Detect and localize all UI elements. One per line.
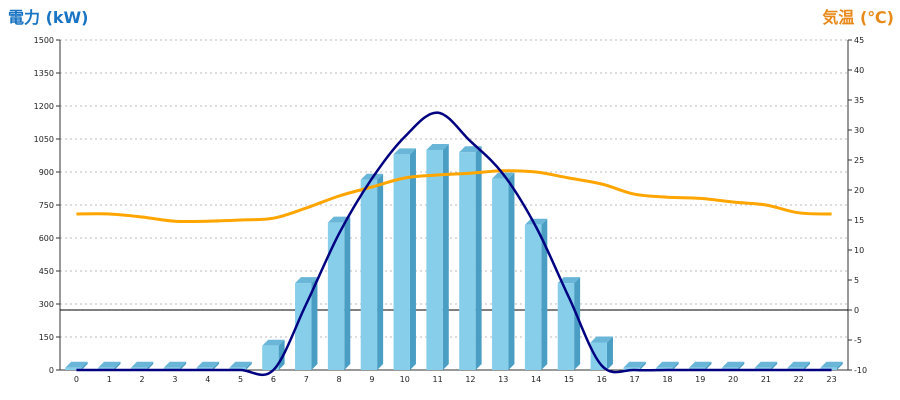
right-tick-label-5: 15 (854, 216, 864, 225)
x-tick-label-11: 11 (432, 375, 442, 384)
x-tick-label-9: 9 (369, 375, 374, 384)
left-tick-label-10: 1500 (34, 36, 54, 45)
left-tick-label-0: 0 (49, 366, 54, 375)
x-tick-label-19: 19 (695, 375, 705, 384)
bar-6 (262, 339, 285, 370)
x-tick-label-5: 5 (238, 375, 243, 384)
right-tick-label-8: 30 (854, 126, 864, 135)
right-tick-label-1: -5 (854, 336, 862, 345)
left-tick-label-1: 150 (39, 333, 54, 342)
x-tick-label-14: 14 (531, 375, 541, 384)
x-tick-label-1: 1 (107, 375, 112, 384)
left-tick-label-4: 600 (39, 234, 54, 243)
x-tick-label-23: 23 (826, 375, 836, 384)
right-tick-label-6: 20 (854, 186, 864, 195)
left-axis-title: 電力 (kW) (8, 8, 89, 27)
right-tick-label-3: 5 (854, 276, 859, 285)
right-tick-label-10: 40 (854, 66, 864, 75)
left-tick-label-2: 300 (39, 300, 54, 309)
x-tick-label-18: 18 (662, 375, 672, 384)
bar-12 (459, 146, 482, 370)
right-tick-label-4: 10 (854, 246, 864, 255)
bar-11 (426, 144, 449, 370)
x-tick-label-7: 7 (304, 375, 309, 384)
left-tick-label-8: 1200 (34, 102, 54, 111)
left-tick-label-6: 900 (39, 168, 54, 177)
right-tick-label-0: -10 (854, 366, 867, 375)
x-tick-label-0: 0 (74, 375, 79, 384)
right-tick-label-11: 45 (854, 36, 864, 45)
right-tick-label-9: 35 (854, 96, 864, 105)
right-tick-label-7: 25 (854, 156, 864, 165)
left-tick-label-9: 1350 (34, 69, 54, 78)
bar-0 (65, 361, 88, 370)
x-tick-label-16: 16 (597, 375, 607, 384)
bar-9 (360, 173, 384, 370)
x-tick-label-2: 2 (140, 375, 145, 384)
bar-13 (492, 172, 515, 370)
x-tick-label-3: 3 (172, 375, 177, 384)
x-tick-label-8: 8 (337, 375, 342, 384)
bar-10 (393, 148, 416, 370)
bar-14 (524, 218, 548, 370)
right-axis-title: 気温 (℃) (822, 8, 894, 27)
bar-7 (295, 277, 318, 370)
x-tick-label-21: 21 (761, 375, 771, 384)
left-tick-label-5: 750 (39, 201, 54, 210)
x-tick-label-17: 17 (629, 375, 639, 384)
power-line (76, 111, 832, 377)
right-tick-label-2: 0 (854, 306, 859, 315)
x-tick-label-12: 12 (465, 375, 475, 384)
bar-16 (590, 336, 613, 370)
x-tick-label-22: 22 (794, 375, 804, 384)
bar-15 (557, 277, 581, 370)
x-tick-label-13: 13 (498, 375, 508, 384)
left-tick-label-7: 1050 (34, 135, 54, 144)
bar-8 (327, 216, 351, 370)
x-tick-label-10: 10 (400, 375, 410, 384)
x-tick-label-4: 4 (205, 375, 210, 384)
left-tick-label-3: 450 (39, 267, 54, 276)
x-tick-label-6: 6 (271, 375, 276, 384)
x-tick-label-15: 15 (564, 375, 574, 384)
temperature-line (76, 169, 832, 224)
x-tick-label-20: 20 (728, 375, 738, 384)
